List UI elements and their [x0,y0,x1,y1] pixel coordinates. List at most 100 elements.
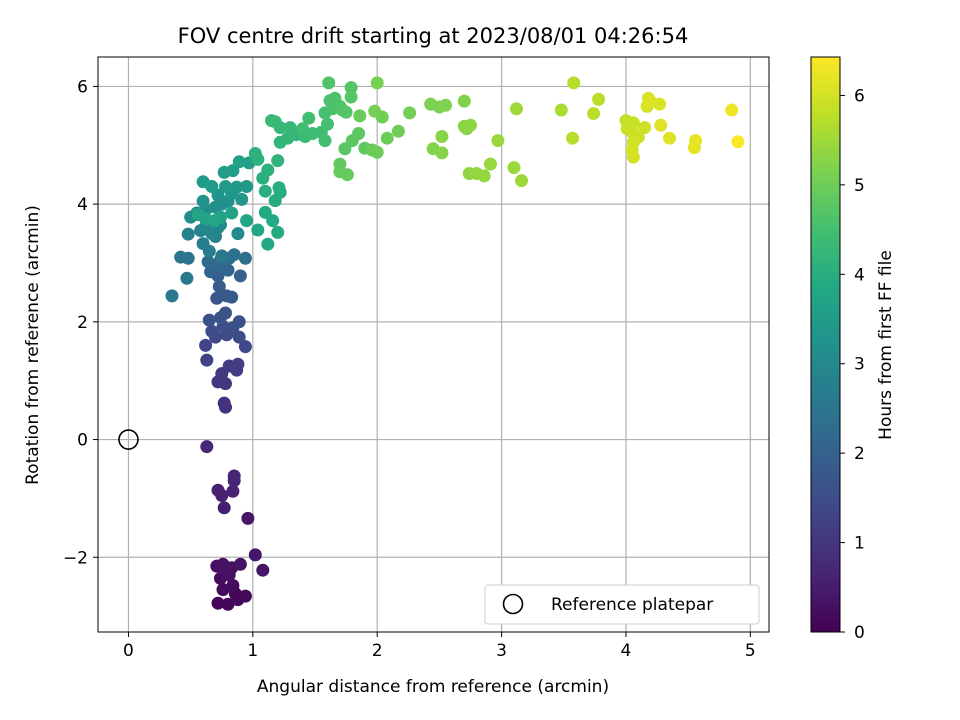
data-point [210,291,224,305]
colorbar-ticks: 0 1 2 3 4 5 6 [840,86,865,643]
data-point [510,102,523,116]
data-point [216,557,230,571]
data-point [201,255,215,269]
data-point [318,134,332,148]
legend: Reference platepar [484,584,760,625]
data-point [216,583,230,597]
data-point [226,484,240,498]
data-point [191,208,205,222]
data-point [477,169,491,183]
chart-title: FOV centre drift starting at 2023/08/01 … [178,24,689,48]
data-point [207,214,221,228]
data-point [554,103,568,117]
plot-frame [97,56,770,633]
data-point [238,251,252,265]
data-point [370,76,384,90]
legend-reference-marker [502,593,524,615]
x-tick-label: 2 [372,641,383,661]
data-point [725,103,739,117]
x-tick-label: 1 [247,641,258,661]
data-point [196,175,210,189]
x-tick-label: 5 [745,641,756,661]
data-point [353,109,367,123]
legend-reference-label: Reference platepar [551,595,713,615]
data-point [205,324,219,338]
colorbar-gradient [811,57,840,632]
data-point [663,131,676,145]
data-point [340,168,354,182]
data-point [380,131,394,145]
data-point [261,163,275,177]
data-point [296,122,310,136]
data-point [271,154,285,168]
data-point [344,81,358,95]
data-point [654,118,668,132]
data-point [232,330,246,344]
y-tick-label: −2 [63,548,88,568]
data-point [256,563,270,577]
data-point [391,124,405,138]
data-point [258,184,272,198]
data-point [515,174,528,188]
data-point [231,227,245,241]
data-point [689,134,703,148]
x-axis-label: Angular distance from reference (arcmin) [257,677,609,697]
data-point [230,180,244,194]
data-point [211,596,225,610]
data-point [328,91,342,105]
data-point [225,290,239,304]
data-point [221,263,235,277]
x-tick-label: 4 [621,641,632,661]
data-point [464,118,477,132]
data-point [233,269,247,283]
data-point [232,155,246,169]
colorbar-tick-label: 3 [854,355,865,375]
colorbar-tick-label: 6 [854,86,865,106]
data-point [165,289,179,303]
data-point [302,111,316,125]
data-point [507,161,521,175]
data-point [344,90,358,104]
data-point [731,135,745,149]
y-tick-label: 6 [77,77,88,97]
data-point [265,114,278,128]
colorbar-tick-label: 0 [854,623,865,643]
data-point [240,214,254,228]
data-point [567,76,581,90]
data-point [339,105,353,119]
data-point [272,181,286,195]
data-point [217,396,231,410]
data-point [196,237,210,251]
data-point [403,106,417,120]
x-tick-label: 0 [123,641,134,661]
data-point [439,98,453,112]
data-point [202,313,216,327]
data-point [626,150,640,164]
data-point [258,205,272,219]
y-tick-label: 4 [77,195,88,215]
colorbar: 0 1 2 3 4 5 6 Hours from first FF file [810,56,896,643]
data-point [219,180,232,193]
data-point [215,489,229,502]
data-point [322,76,336,90]
reference-marker [118,429,139,450]
data-point [230,363,244,377]
data-point [221,597,235,611]
data-point [181,227,195,241]
data-point [199,338,213,352]
data-point [227,469,241,483]
data-point [238,589,252,603]
x-tick-label: 3 [496,641,507,661]
data-point [251,223,265,237]
colorbar-frame [810,56,841,633]
data-point [226,579,240,592]
y-axis-label: Rotation from reference (arcmin) [23,205,43,485]
colorbar-tick-label: 1 [854,534,865,554]
data-point [566,131,579,145]
data-point [457,94,471,108]
data-point [241,511,255,525]
data-point [587,107,601,120]
data-point [217,501,231,515]
x-axis-ticks: 0 1 2 3 4 5 [123,632,756,661]
